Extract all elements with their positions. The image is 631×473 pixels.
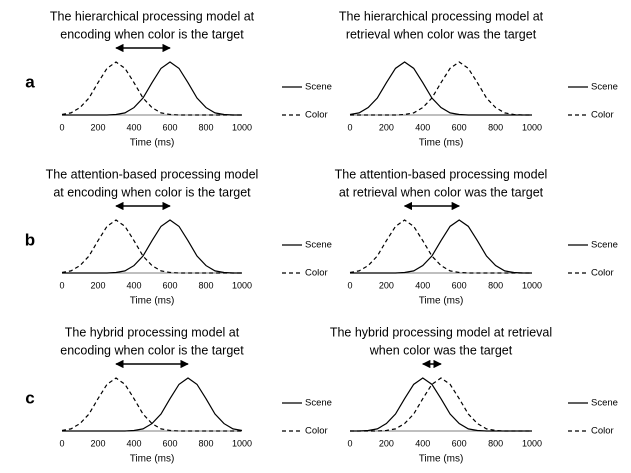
curve xyxy=(61,377,242,432)
x-tick-label: 800 xyxy=(198,438,213,448)
chart-title: when color was the target xyxy=(369,343,513,357)
chart-title: encoding when color is the target xyxy=(60,343,244,357)
chart-title: The attention-based processing model xyxy=(335,167,548,181)
x-tick-label: 1000 xyxy=(522,280,542,290)
x-tick-label: 600 xyxy=(162,122,177,132)
legend-label: Scene xyxy=(305,398,332,409)
legend-label: Scene xyxy=(305,240,332,251)
x-tick-label: 400 xyxy=(415,438,430,448)
x-axis-label: Time (ms) xyxy=(130,138,175,149)
legend-label: Color xyxy=(591,268,614,279)
x-axis-label: Time (ms) xyxy=(419,138,464,149)
legend-label: Scene xyxy=(591,398,618,409)
x-tick-label: 400 xyxy=(415,280,430,290)
x-tick-label: 200 xyxy=(90,280,105,290)
x-tick-label: 200 xyxy=(379,280,394,290)
chart-title: at encoding when color is the target xyxy=(53,185,251,199)
x-tick-label: 200 xyxy=(379,122,394,132)
chart-title: The hybrid processing model at xyxy=(65,325,240,339)
curve xyxy=(350,377,532,432)
x-tick-label: 0 xyxy=(347,122,352,132)
curve xyxy=(350,377,532,432)
legend-label: Scene xyxy=(591,82,618,93)
x-tick-label: 1000 xyxy=(232,280,252,290)
x-tick-label: 1000 xyxy=(522,438,542,448)
x-axis-label: Time (ms) xyxy=(419,296,464,307)
x-axis-label: Time (ms) xyxy=(130,454,175,465)
x-tick-label: 0 xyxy=(347,438,352,448)
x-tick-label: 400 xyxy=(126,280,141,290)
x-tick-label: 600 xyxy=(452,280,467,290)
chart-title: encoding when color is the target xyxy=(60,27,244,41)
curve xyxy=(61,219,242,274)
chart-title: The hierarchical processing model at xyxy=(50,9,255,23)
curve xyxy=(349,61,532,116)
curve xyxy=(62,219,242,274)
legend-label: Color xyxy=(591,110,614,121)
x-tick-label: 400 xyxy=(415,122,430,132)
legend-label: Color xyxy=(591,426,614,437)
curve xyxy=(350,219,532,274)
x-tick-label: 200 xyxy=(90,438,105,448)
legend-label: Color xyxy=(305,426,328,437)
x-tick-label: 800 xyxy=(198,280,213,290)
x-tick-label: 800 xyxy=(488,122,503,132)
x-tick-label: 1000 xyxy=(232,122,252,132)
x-axis-label: Time (ms) xyxy=(130,296,175,307)
x-tick-label: 800 xyxy=(198,122,213,132)
chart-title: The attention-based processing model xyxy=(46,167,259,181)
x-tick-label: 800 xyxy=(488,280,503,290)
chart-title: at retrieval when color was the target xyxy=(339,185,544,199)
x-tick-label: 200 xyxy=(379,438,394,448)
x-axis-label: Time (ms) xyxy=(419,454,464,465)
chart-title: retrieval when color was the target xyxy=(346,27,537,41)
x-tick-label: 1000 xyxy=(522,122,542,132)
x-tick-label: 0 xyxy=(59,280,64,290)
curve xyxy=(349,219,532,274)
x-tick-label: 0 xyxy=(59,438,64,448)
x-tick-label: 800 xyxy=(488,438,503,448)
row-label: a xyxy=(25,72,35,91)
x-tick-label: 200 xyxy=(90,122,105,132)
x-tick-label: 0 xyxy=(59,122,64,132)
curve xyxy=(62,61,242,116)
x-tick-label: 600 xyxy=(452,438,467,448)
curve xyxy=(350,61,532,116)
row-label: b xyxy=(25,230,35,249)
x-tick-label: 600 xyxy=(452,122,467,132)
curve xyxy=(61,61,242,116)
x-tick-label: 400 xyxy=(126,122,141,132)
legend-label: Color xyxy=(305,110,328,121)
legend-label: Scene xyxy=(591,240,618,251)
x-tick-label: 1000 xyxy=(232,438,252,448)
curve xyxy=(62,377,243,432)
row-label: c xyxy=(25,388,34,407)
legend-label: Scene xyxy=(305,82,332,93)
x-tick-label: 600 xyxy=(162,438,177,448)
x-tick-label: 0 xyxy=(347,280,352,290)
chart-title: The hierarchical processing model at xyxy=(339,9,544,23)
x-tick-label: 600 xyxy=(162,280,177,290)
x-tick-label: 400 xyxy=(126,438,141,448)
legend-label: Color xyxy=(305,268,328,279)
chart-title: The hybrid processing model at retrieval xyxy=(330,325,552,339)
